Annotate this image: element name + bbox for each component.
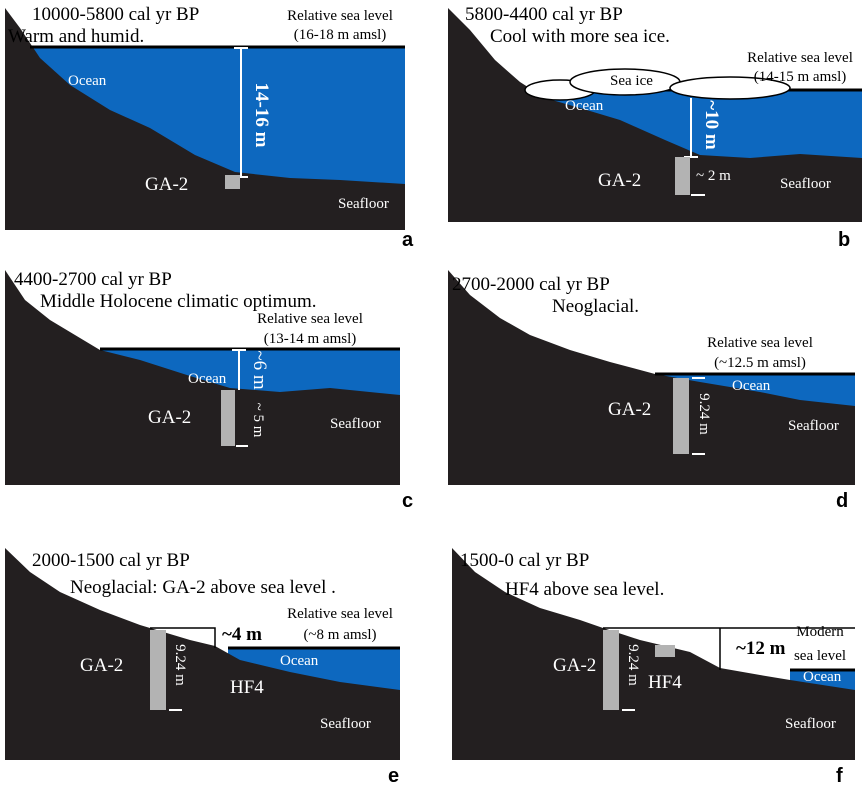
period: 2700-2000 cal yr BP <box>452 274 610 295</box>
climate: HF4 above sea level. <box>505 579 664 600</box>
sea-level-value: (13-14 m amsl) <box>264 331 356 347</box>
core <box>673 378 689 454</box>
sea-level-label: Relative sea level <box>707 335 813 351</box>
seafloor-label: Seafloor <box>785 716 836 732</box>
period: 10000-5800 cal yr BP <box>32 4 199 25</box>
land <box>452 548 855 760</box>
panel-letter: b <box>838 229 850 251</box>
period: 4400-2700 cal yr BP <box>14 269 172 290</box>
sea-level-value: sea level <box>794 648 846 664</box>
height-label: ~4 m <box>222 624 262 645</box>
second-core-label: HF4 <box>230 677 264 698</box>
panel-a: 10000-5800 cal yr BP Warm and humid. Rel… <box>5 4 414 251</box>
land <box>5 270 400 485</box>
core-bracket <box>692 377 705 455</box>
depth-label: ~6 m <box>249 350 270 390</box>
seafloor-label: Seafloor <box>338 196 389 212</box>
climate: Neoglacial: GA-2 above sea level . <box>70 577 336 598</box>
core-label: GA-2 <box>145 174 188 195</box>
ocean-label: Ocean <box>68 73 107 89</box>
core-label: GA-2 <box>553 655 596 676</box>
core <box>150 630 166 710</box>
panel-letter: e <box>388 765 399 787</box>
sea-level-value: (~8 m amsl) <box>303 627 376 643</box>
core <box>603 630 619 710</box>
depth-bracket <box>232 349 246 390</box>
core-label: GA-2 <box>148 407 191 428</box>
panel-e: 2000-1500 cal yr BP Neoglacial: GA-2 abo… <box>5 548 400 787</box>
ocean-label: Ocean <box>732 378 771 394</box>
climate: Middle Holocene climatic optimum. <box>40 291 317 312</box>
panel-c: 4400-2700 cal yr BP Middle Holocene clim… <box>5 269 413 512</box>
land <box>5 548 400 760</box>
seafloor-label: Seafloor <box>780 176 831 192</box>
core-bracket <box>622 629 635 711</box>
land <box>5 8 405 230</box>
core <box>221 390 235 446</box>
sea-level-label: Relative sea level <box>287 606 393 622</box>
sea-level-value: (14-15 m amsl) <box>754 69 846 85</box>
panel-letter: d <box>836 490 848 512</box>
sea-level-label: Relative sea level <box>747 50 853 66</box>
sea-ice <box>669 76 791 100</box>
climate: Neoglacial. <box>552 296 639 317</box>
period: 1500-0 cal yr BP <box>460 550 589 571</box>
core-label: GA-2 <box>80 655 123 676</box>
sea-ice-label: Sea ice <box>610 73 653 89</box>
sea-level-label: Relative sea level <box>287 8 393 24</box>
core-length: 9.24 m <box>172 644 188 686</box>
depth-label: 14-16 m <box>251 83 272 148</box>
core-label: GA-2 <box>608 399 651 420</box>
core-length: ~ 5 m <box>250 403 266 438</box>
core-length: 9.24 m <box>625 644 641 686</box>
seafloor-label: Seafloor <box>330 416 381 432</box>
land <box>448 8 862 222</box>
second-core-label: HF4 <box>648 672 682 693</box>
seafloor-label: Seafloor <box>788 418 839 434</box>
height-bracket <box>150 627 216 648</box>
sea-level-label: Modern <box>796 624 844 640</box>
period: 2000-1500 cal yr BP <box>32 550 190 571</box>
ocean-label: Ocean <box>565 98 604 114</box>
panel-letter: c <box>402 490 413 512</box>
ocean-label: Ocean <box>280 653 319 669</box>
panel-d: 2700-2000 cal yr BP Neoglacial. Relative… <box>448 270 855 512</box>
land <box>448 270 855 485</box>
core <box>675 157 690 195</box>
panel-f: 1500-0 cal yr BP HF4 above sea level. Mo… <box>452 548 855 787</box>
panel-letter: f <box>836 765 843 787</box>
climate: Cool with more sea ice. <box>490 26 670 47</box>
height-bracket <box>603 627 855 670</box>
height-label: ~12 m <box>736 638 786 659</box>
period: 5800-4400 cal yr BP <box>465 4 623 25</box>
core <box>225 175 240 189</box>
ocean-label: Ocean <box>188 371 227 387</box>
depth-label: ~10 m <box>701 100 722 150</box>
core-bracket <box>169 629 182 711</box>
panel-letter: a <box>402 229 414 251</box>
sea-level-label: Relative sea level <box>257 311 363 327</box>
core-label: GA-2 <box>598 170 641 191</box>
seafloor-label: Seafloor <box>320 716 371 732</box>
climate: Warm and humid. <box>8 26 144 47</box>
ocean-label: Ocean <box>803 669 842 685</box>
second-core <box>655 645 675 657</box>
sea-level-value: (~12.5 m amsl) <box>714 355 806 371</box>
panel-b: 5800-4400 cal yr BP Cool with more sea i… <box>448 4 862 251</box>
core-length: 9.24 m <box>696 393 712 435</box>
sea-level-value: (16-18 m amsl) <box>294 27 386 43</box>
core-length: ~ 2 m <box>696 168 731 184</box>
